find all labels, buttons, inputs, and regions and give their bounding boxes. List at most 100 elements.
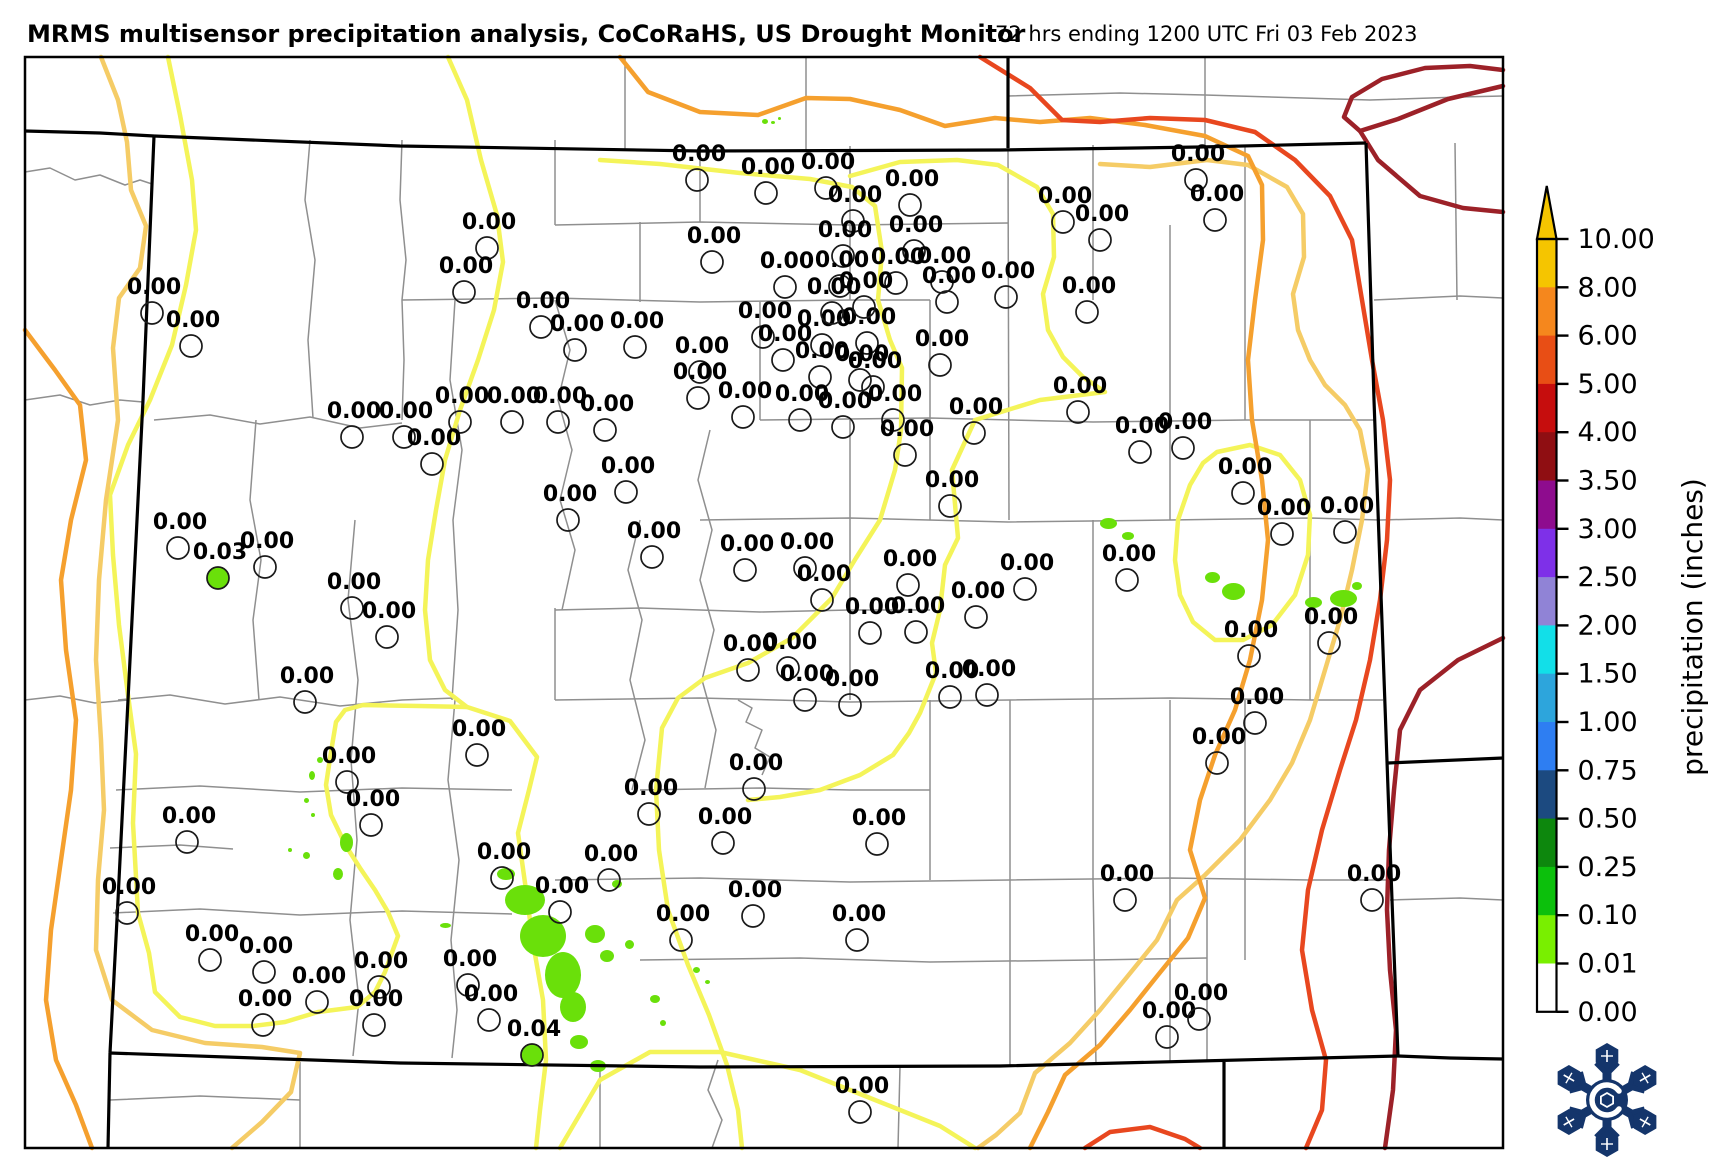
station-circle: [375, 625, 399, 649]
drought-contour-D2: [22, 327, 95, 1151]
colorbar-tick-label: 0.01: [1578, 949, 1638, 980]
drought-contour-D0: [745, 157, 1108, 803]
station-value-label: 0.00: [477, 840, 531, 865]
station-value-label: 0.00: [1192, 725, 1246, 750]
station-circle: [1155, 1025, 1179, 1049]
station-circle: [1051, 210, 1075, 234]
county-line: [1379, 517, 1504, 521]
station-circle: [928, 353, 952, 377]
station-circle: [788, 408, 812, 432]
drought-contour-D4: [1382, 635, 1506, 1151]
station-value-label: 0.00: [1075, 202, 1129, 227]
station-value-label: 0.00: [462, 210, 516, 235]
station-value-label: 0.00: [760, 249, 814, 274]
colorbar-segment: [1537, 528, 1557, 578]
station-circle: [893, 443, 917, 467]
county-line: [24, 394, 144, 406]
station-value-label: 0.00: [153, 510, 207, 535]
county-line: [554, 221, 1009, 226]
station-value-label: 0.00: [673, 360, 727, 385]
station-value-label: 0.00: [780, 530, 834, 555]
county-line: [554, 607, 930, 613]
station-circle: [1243, 711, 1267, 735]
colorbar-tick-label: 0.50: [1578, 804, 1638, 835]
station-circle: [1187, 1007, 1211, 1031]
county-line: [304, 139, 316, 419]
station-circle: [1237, 644, 1261, 668]
state-line: [1397, 1054, 1504, 1061]
station-value-label: 0.00: [1320, 494, 1374, 519]
station-value-label: 0.00: [327, 570, 381, 595]
station-value-label: 0.00: [516, 289, 570, 314]
precip-patch: [778, 117, 781, 120]
station-circle: [252, 960, 276, 984]
station-value-label: 0.00: [775, 382, 829, 407]
station-value-label: 0.00: [238, 987, 292, 1012]
precip-patch: [311, 813, 315, 817]
county-line: [759, 417, 1374, 423]
colorbar-tick-label: 3.50: [1578, 466, 1638, 497]
colorbar-segment: [1537, 866, 1557, 916]
station-value-label: 0.00: [880, 417, 934, 442]
station-value-label: 0.00: [723, 632, 777, 657]
station-value-label: 0.00: [885, 167, 939, 192]
county-line: [707, 1059, 723, 1149]
station-value-label: 0.04: [507, 1017, 561, 1042]
colorbar-tick-label: 8.00: [1578, 272, 1638, 303]
station-value-label: 0.00: [280, 664, 334, 689]
arm-branch: [1628, 1106, 1646, 1116]
state-line: [153, 134, 1367, 153]
station-circle: [741, 904, 765, 928]
station-circle: [814, 176, 838, 200]
tip-detail: [1641, 1116, 1649, 1128]
station-circle: [490, 866, 514, 890]
logo-inner-hexagon: [1600, 1091, 1614, 1109]
county-line: [117, 694, 456, 707]
precip-patch: [600, 950, 614, 962]
station-circle: [563, 338, 587, 362]
arm-branch: [1568, 1084, 1586, 1094]
precip-patch: [1205, 572, 1220, 583]
precip-patch: [304, 798, 309, 803]
station-circle: [793, 556, 817, 580]
station-circle: [776, 656, 800, 680]
colorbar-tick-label: 2.00: [1578, 610, 1638, 641]
colorbar-tick-label: 4.00: [1578, 417, 1638, 448]
county-line: [639, 957, 1208, 963]
station-circle: [614, 480, 638, 504]
drought-contour-D0: [597, 157, 905, 1151]
station-value-label: 0.00: [1062, 274, 1116, 299]
station-circle: [975, 683, 999, 707]
station-value-label: 0.00: [452, 717, 506, 742]
station-circle: [962, 421, 986, 445]
drought-contour-D1: [93, 54, 303, 1151]
station-value-label: 0.00: [852, 806, 906, 831]
county-line: [109, 1095, 301, 1101]
station-circle: [884, 271, 908, 295]
county-line: [109, 844, 234, 850]
station-value-label: 0.00: [656, 902, 710, 927]
station-value-label: 0.00: [127, 275, 181, 300]
station-value-label: 0.00: [102, 875, 156, 900]
station-circle: [751, 325, 775, 349]
station-value-label: 0.00: [675, 334, 729, 359]
precip-patch: [585, 925, 605, 943]
county-line: [554, 877, 1388, 883]
drought-contour-D3: [977, 54, 1393, 1151]
station-circle: [938, 685, 962, 709]
arm-branch: [1578, 1112, 1587, 1129]
precip-patch: [303, 852, 310, 859]
precip-patch: [1122, 532, 1134, 540]
state-line: [1387, 756, 1504, 765]
colorbar-segment: [1537, 818, 1557, 868]
station-value-label: 0.00: [917, 244, 971, 269]
station-value-label: 0.00: [346, 787, 400, 812]
precip-patch: [660, 1020, 666, 1026]
tip-detail: [1565, 1116, 1573, 1128]
state-line: [1364, 142, 1400, 1057]
state-line: [109, 1051, 1399, 1069]
precip-patch: [762, 119, 768, 124]
precipitation-colorbar: 10.00 8.00 6.00 5.00 4.00 3.50 3.00 2.50 2.00 1.5…: [1535, 185, 1655, 1028]
colorbar-segment: [1537, 963, 1557, 1013]
station-value-label: 0.00: [818, 389, 872, 414]
